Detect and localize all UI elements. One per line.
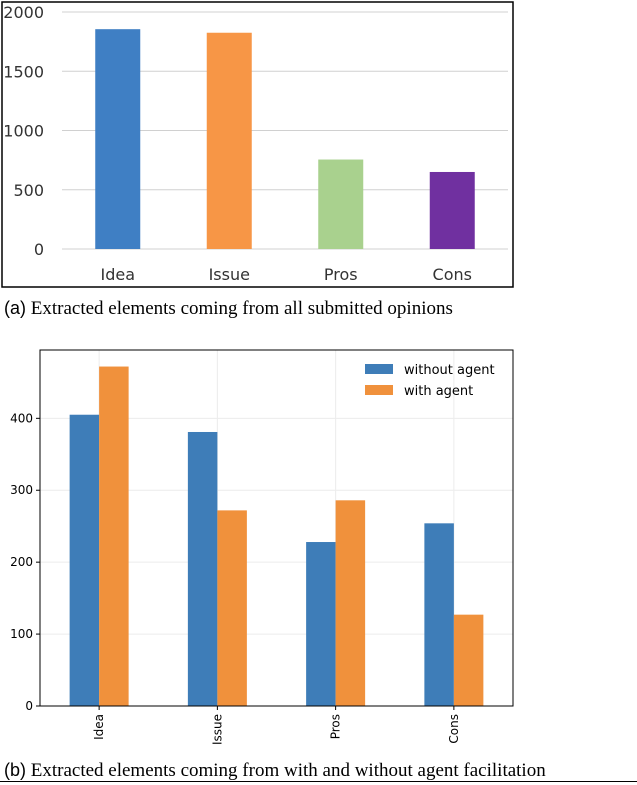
chart-b: 0 100 200 300 400 Idea Issue Pros Cons without … xyxy=(10,349,514,745)
chart-b-y-tick: 300 xyxy=(10,483,33,497)
chart-a-bar-cons xyxy=(429,171,475,249)
chart-a-bar-issue xyxy=(206,32,252,249)
chart-b-bar-issue-without-agent xyxy=(187,431,218,706)
chart-b-bar-cons-with-agent xyxy=(453,614,484,706)
chart-a-bar-idea xyxy=(95,29,141,250)
chart-a-x-tick: Pros xyxy=(324,265,358,284)
chart-b-y-tick: 200 xyxy=(10,555,33,569)
chart-b-bar-idea-with-agent xyxy=(99,366,129,706)
chart-b-plot-frame xyxy=(39,349,514,707)
legend-swatch-without-agent xyxy=(365,364,393,374)
chart-b-bar-cons-without-agent xyxy=(424,523,454,706)
chart-b-x-tick: Pros xyxy=(329,714,343,739)
legend-label-without-agent: without agent xyxy=(404,363,495,378)
chart-b-legend: without agent with agent xyxy=(365,363,495,399)
chart-b-x-tick: Cons xyxy=(447,714,461,744)
chart-b-bar-issue-with-agent xyxy=(217,510,247,706)
chart-a-y-tick: 1500 xyxy=(3,62,44,81)
chart-b-y-tick: 0 xyxy=(25,699,33,713)
chart-a-y-tick: 2000 xyxy=(3,3,44,22)
chart-a-y-ticks: 0 500 1000 1500 2000 xyxy=(3,3,44,259)
chart-b-y-ticks: 0 100 200 300 400 xyxy=(10,411,40,713)
chart-b-bar-idea-without-agent xyxy=(69,414,100,706)
chart-b-y-tick: 400 xyxy=(10,411,33,425)
chart-a-y-tick: 500 xyxy=(13,181,44,200)
chart-b-bars xyxy=(69,366,484,706)
chart-a: 0 500 1000 1500 2000 Idea Issue Pros Cons xyxy=(1,1,514,288)
chart-b-x-ticks: Idea Issue Pros Cons xyxy=(92,706,461,745)
chart-b-x-tick: Idea xyxy=(92,714,106,740)
chart-a-x-tick: Cons xyxy=(433,265,472,284)
caption-b-underline xyxy=(0,781,637,782)
chart-b-bar-pros-without-agent xyxy=(306,542,336,706)
chart-a-frame xyxy=(1,1,514,288)
caption-b-text: Extracted elements coming from with and … xyxy=(26,760,546,781)
legend-swatch-with-agent xyxy=(365,385,393,395)
chart-a-y-tick: 0 xyxy=(34,240,44,259)
legend-label-with-agent: with agent xyxy=(404,384,473,399)
chart-a-y-tick: 1000 xyxy=(3,122,44,141)
chart-a-bar-pros xyxy=(318,159,364,249)
chart-a-x-ticks: Idea Issue Pros Cons xyxy=(100,265,471,284)
caption-b: (b) Extracted elements coming from with … xyxy=(4,760,546,782)
caption-a-tag: (a) xyxy=(4,298,26,318)
caption-b-tag: (b) xyxy=(4,760,26,780)
caption-a: (a) Extracted elements coming from all s… xyxy=(4,298,453,320)
chart-b-y-tick: 100 xyxy=(10,627,33,641)
chart-b-bar-pros-with-agent xyxy=(335,500,366,706)
caption-a-text: Extracted elements coming from all submi… xyxy=(26,298,453,319)
chart-b-x-tick: Issue xyxy=(210,714,224,745)
chart-a-x-tick: Idea xyxy=(100,265,135,284)
chart-a-x-tick: Issue xyxy=(209,265,250,284)
chart-a-bars xyxy=(95,29,475,250)
